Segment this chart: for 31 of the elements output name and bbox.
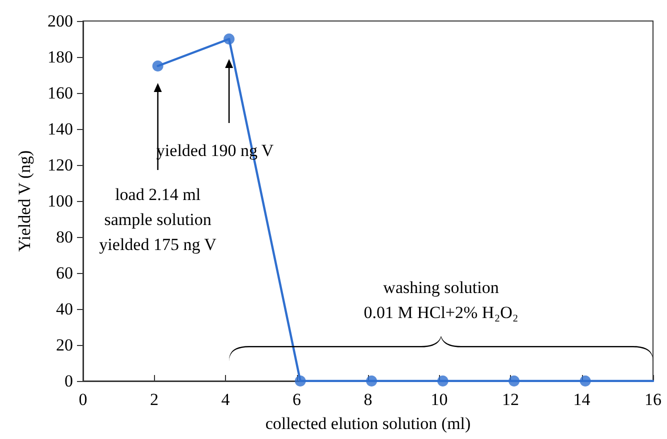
- y-tick-label: 100: [48, 192, 73, 210]
- x-tick-label: 16: [644, 390, 662, 409]
- point: [294, 376, 306, 386]
- y-tick-label: 180: [48, 48, 73, 66]
- y-tick-label: 60: [56, 264, 73, 282]
- x-tick-label: 2: [150, 390, 158, 409]
- x-tick-label: 12: [502, 390, 519, 409]
- y-tick-label: 80: [56, 228, 73, 246]
- y-tick-label: 40: [56, 300, 73, 318]
- y-tick-label: 0: [64, 372, 73, 390]
- y-axis-title: Yielded V (ng): [15, 150, 34, 252]
- x-tick-label: 14: [573, 390, 591, 409]
- x-axis-title: collected elution solution (ml): [265, 414, 471, 433]
- y-tick-label: 120: [48, 156, 73, 174]
- x-tick-label: 0: [78, 390, 88, 409]
- x-tick-label: 10: [430, 390, 448, 409]
- x-tick-label: 6: [292, 390, 301, 409]
- point: [152, 60, 164, 72]
- y-tick-label: 160: [48, 84, 73, 102]
- y-tick-label: 200: [48, 12, 73, 30]
- point: [224, 34, 235, 44]
- y-tick-label: 140: [48, 120, 73, 138]
- point: [580, 376, 591, 386]
- point: [366, 376, 378, 386]
- point: [508, 376, 520, 386]
- annotation: load 2.14 ml sample solution yielded 175 ng V: [99, 185, 218, 254]
- annotation: washing solution 0.01 M HCl+2% H₂O₂: [364, 278, 518, 322]
- y-tick-label: 20: [56, 336, 73, 354]
- x-tick-label: 8: [364, 390, 372, 409]
- x-tick-label: 4: [221, 390, 230, 409]
- point: [437, 376, 448, 386]
